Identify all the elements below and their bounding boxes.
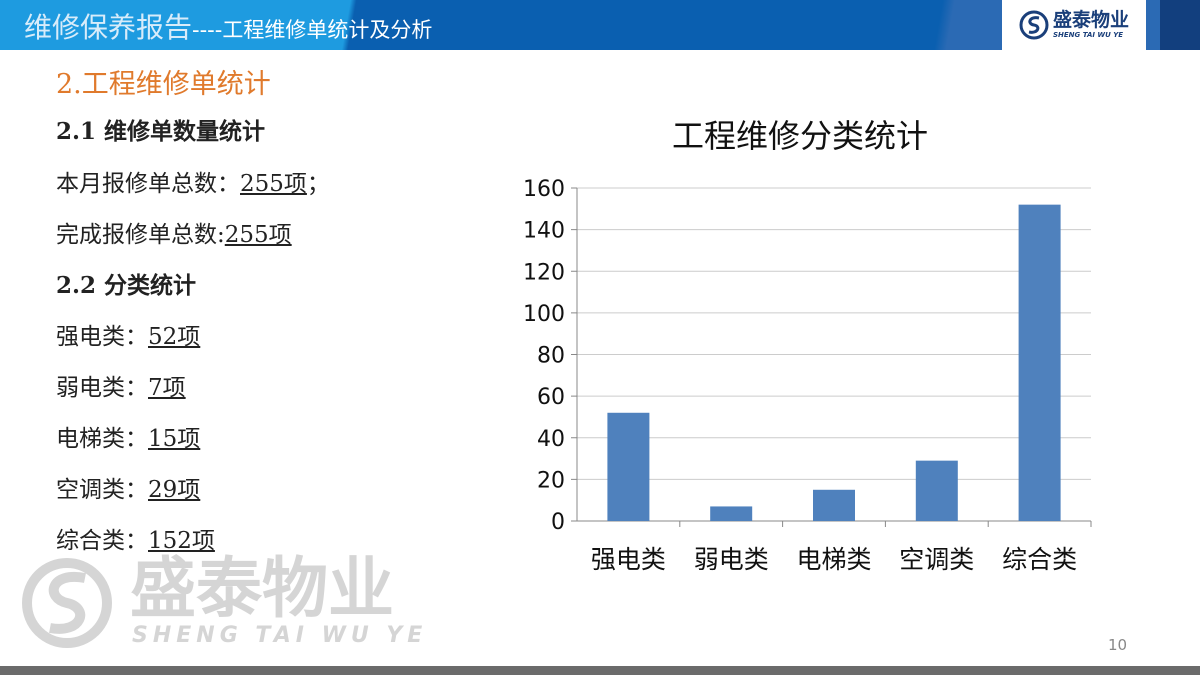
y-tick-label: 120 [523, 260, 565, 285]
category-count: 综合类：152项 [56, 528, 215, 554]
category-count: 强电类：52项 [56, 324, 201, 350]
watermark: 盛泰物业 SHENG TAI WU YE [20, 556, 422, 655]
footer-bar [0, 666, 1200, 675]
y-tick-label: 100 [523, 302, 565, 327]
y-tick-label: 60 [537, 385, 565, 410]
chart-title: 工程维修分类统计 [672, 117, 928, 155]
watermark-text: 盛泰物业 [130, 550, 394, 627]
total-orders: 本月报修单总数：255项； [56, 171, 330, 197]
completed-orders: 完成报修单总数:255项 [56, 222, 292, 248]
y-tick-label: 80 [537, 344, 565, 369]
y-tick-label: 20 [537, 468, 565, 493]
y-tick-label: 40 [537, 427, 565, 452]
bar [607, 412, 650, 521]
bar-chart: 工程维修分类统计 0 20 40 60 80 100 120 140 160 强电类 弱电类 电梯类 空调… [523, 117, 1092, 574]
logo-icon [1019, 10, 1049, 40]
logo-text: 盛泰物业 [1052, 9, 1129, 31]
bar [915, 460, 958, 521]
header-title: 维修保养报告----工程维修单统计及分析 [24, 11, 433, 44]
section-title: 2.工程维修单统计 [56, 69, 271, 100]
logo: 盛泰物业 SHENG TAI WU YE [1002, 0, 1146, 50]
logo-subtext: SHENG TAI WU YE [1052, 31, 1124, 39]
watermark-subtext: SHENG TAI WU YE [132, 623, 428, 648]
y-tick-label: 140 [523, 219, 565, 244]
subsection-heading: 2.2 分类统计 [56, 272, 197, 299]
header-accent [1160, 0, 1200, 50]
x-tick-label: 空调类 [899, 545, 974, 574]
y-tick-label: 0 [551, 510, 565, 535]
x-tick-label: 弱电类 [694, 545, 769, 574]
bar [710, 506, 753, 521]
category-count: 弱电类：7项 [56, 375, 186, 401]
bar [1018, 204, 1061, 521]
x-tick-label: 综合类 [1002, 545, 1077, 574]
x-tick-label: 强电类 [591, 545, 666, 574]
x-tick-label: 电梯类 [796, 545, 871, 574]
header-banner: 维修保养报告----工程维修单统计及分析 盛泰物业 SHENG TAI WU YE [0, 0, 1200, 50]
page-number: 10 [1108, 636, 1128, 654]
category-count: 电梯类：15项 [56, 426, 201, 452]
subsection-heading: 2.1 维修单数量统计 [56, 118, 266, 145]
category-count: 空调类：29项 [56, 477, 201, 503]
bar [813, 489, 855, 521]
y-tick-label: 160 [523, 177, 565, 202]
watermark-logo-icon [22, 558, 112, 648]
